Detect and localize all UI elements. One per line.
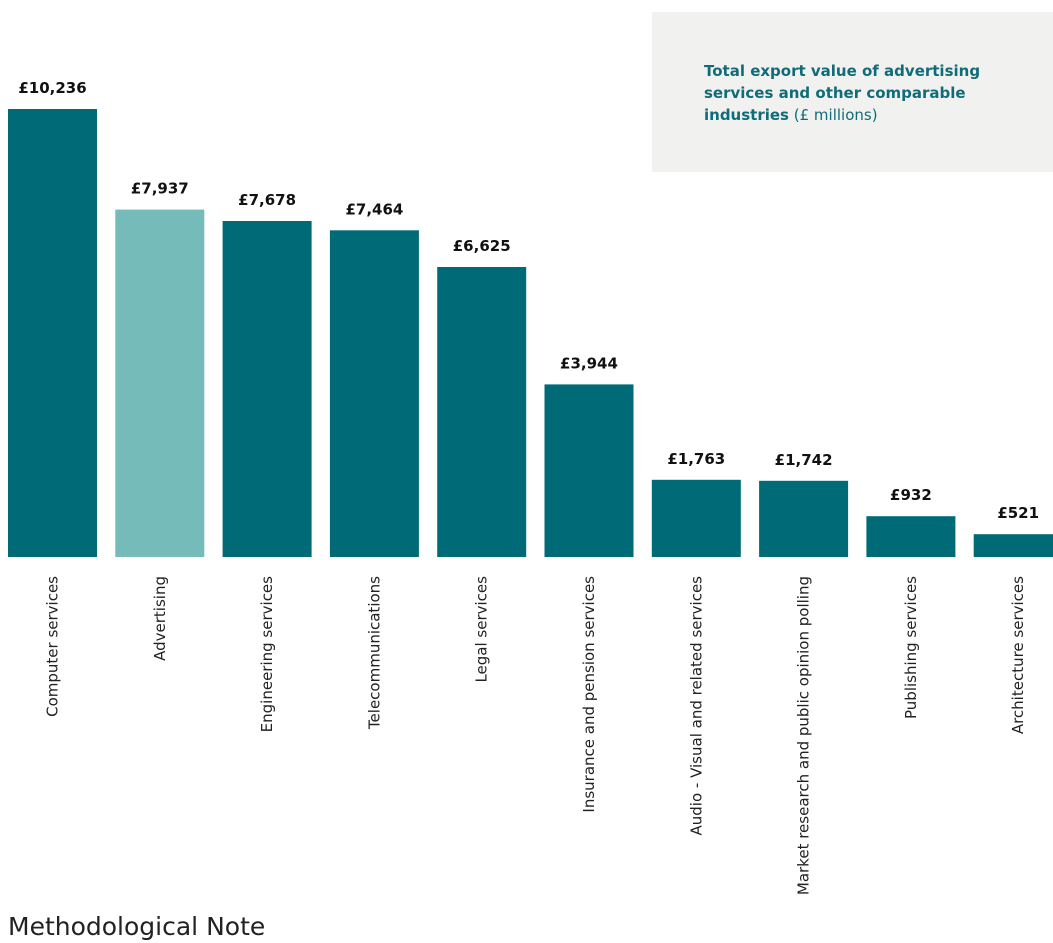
- value-label-engineering-services: £7,678: [238, 191, 296, 209]
- legend-unit: (£ millions): [793, 106, 878, 124]
- methodological-note-heading: Methodological Note: [8, 912, 266, 941]
- bar-audio-visual-and-related-services: [651, 479, 741, 557]
- category-labels: Computer services Advertising Engineering …: [44, 576, 1028, 895]
- category-label-audio-visual-and-related-services: Audio - Visual and related services: [687, 576, 705, 836]
- bar-insurance-and-pension-services: [544, 384, 634, 557]
- value-label-advertising: £7,937: [131, 180, 189, 198]
- value-label-computer-services: £10,236: [18, 79, 86, 97]
- category-label-computer-services: Computer services: [44, 576, 62, 717]
- category-label-legal-services: Legal services: [473, 576, 491, 683]
- value-label-publishing-services: £932: [890, 486, 932, 504]
- bar-market-research-and-public-opinion-polling: [759, 480, 849, 557]
- value-label-insurance-and-pension-services: £3,944: [560, 354, 618, 372]
- bars: [8, 109, 1053, 558]
- category-label-advertising: Advertising: [151, 576, 169, 661]
- bar-legal-services: [437, 267, 527, 557]
- legend-title: Total export value of advertising servic…: [704, 62, 981, 124]
- bar-publishing-services: [866, 516, 956, 557]
- bar-engineering-services: [222, 221, 312, 557]
- bar-telecommunications: [329, 230, 419, 558]
- bar-computer-services: [8, 109, 97, 557]
- value-labels: £10,236 £7,937 £7,678 £7,464 £6,625 £3,944 £1,…: [18, 79, 1039, 522]
- value-label-market-research-and-public-opinion-polling: £1,742: [775, 451, 833, 469]
- category-label-market-research-and-public-opinion-polling: Market research and public opinion polli…: [795, 576, 813, 895]
- category-label-telecommunications: Telecommunications: [365, 576, 383, 730]
- category-label-engineering-services: Engineering services: [258, 576, 276, 732]
- bar-architecture-services: [973, 534, 1053, 557]
- value-label-telecommunications: £7,464: [345, 200, 403, 218]
- bar-advertising: [115, 209, 205, 557]
- chart-legend-box: Total export value of advertising servic…: [652, 12, 1053, 172]
- value-label-legal-services: £6,625: [453, 237, 511, 255]
- value-label-architecture-services: £521: [997, 504, 1039, 522]
- category-label-architecture-services: Architecture services: [1009, 576, 1027, 734]
- category-label-publishing-services: Publishing services: [902, 576, 920, 719]
- value-label-audio-visual-and-related-services: £1,763: [667, 450, 725, 468]
- category-label-insurance-and-pension-services: Insurance and pension services: [580, 576, 598, 813]
